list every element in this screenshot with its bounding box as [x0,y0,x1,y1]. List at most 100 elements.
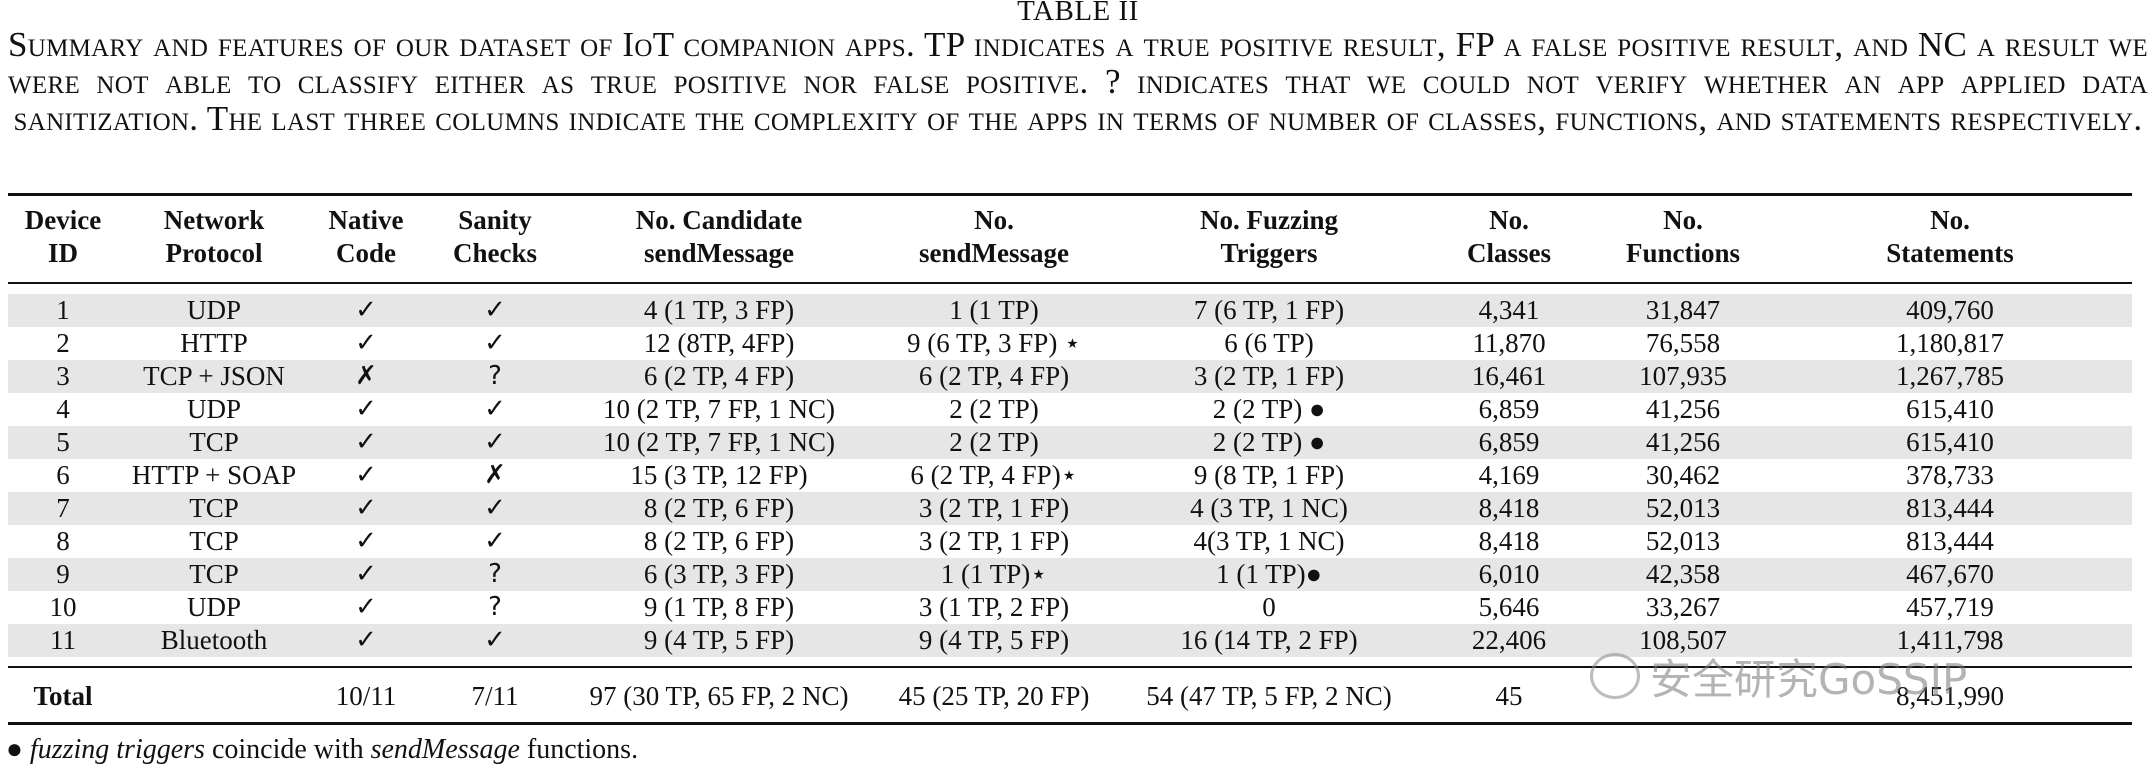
cell-sanity-checks: ✓ [422,426,568,459]
cell-device-id: 6 [56,460,70,490]
cell-candidate: 9 (4 TP, 5 FP) [568,624,870,657]
header-statements: No. Statements [1886,205,2014,268]
cell-triggers: 4 (3 TP, 1 NC) [1118,492,1420,525]
bottom-rule [8,722,2132,725]
cell-triggers: 2 (2 TP) ● [1118,426,1420,459]
table-row: 6 HTTP + SOAP ✓ ✗ 15 (3 TP, 12 FP) 6 (2 TP, 4… [8,459,2132,492]
cell-device-id: 7 [8,492,118,525]
cell-candidate: 6 (3 TP, 3 FP) [568,558,870,591]
cell-classes: 8,418 [1478,526,1540,556]
table-row: 4 UDP ✓ ✓ 10 (2 TP, 7 FP, 1 NC) 2 (2 TP) 2 (2 … [8,393,2132,426]
table-row: 1 UDP ✓ ✓ 4 (1 TP, 3 FP) 1 (1 TP) 7 (6 TP, 1 F… [8,294,2132,327]
table-row: 2 HTTP ✓ ✓ 12 (8TP, 4FP) 9 (6 TP, 3 FP) ⋆ 6 (6… [8,327,2132,360]
cell-native-code: ✓ [355,592,377,622]
cell-native-code: ✓ [355,460,377,490]
cell-sendmessage: 2 (2 TP) [949,394,1039,424]
table-total: Total 10/11 7/11 97 (30 TP, 65 FP, 2 NC)… [8,676,2132,716]
cell-statements: 409,760 [1768,294,2132,327]
total-label: Total [33,681,93,711]
cell-sendmessage: 6 (2 TP, 4 FP) [870,360,1118,393]
cell-protocol: TCP + JSON [118,360,310,393]
cell-native-code: ✓ [355,394,377,424]
cell-functions: 33,267 [1645,592,1721,622]
cell-statements: 615,410 [1768,426,2132,459]
table-row: 9 TCP ✓? 6 (3 TP, 3 FP) 1 (1 TP)⋆ 1 (1 TP)● 6,… [8,558,2132,591]
cell-sendmessage: 2 (2 TP) [870,426,1118,459]
cell-sanity-checks: ✓ [422,624,568,657]
cell-statements: 615,410 [1906,394,1994,424]
cell-device-id: 4 [56,394,70,424]
cell-statements: 467,670 [1768,558,2132,591]
header-device-id: Device ID [24,205,102,268]
header-network-protocol: Network Protocol [163,205,265,268]
cell-candidate: 15 (3 TP, 12 FP) [630,460,808,490]
cell-classes: 6,859 [1478,394,1540,424]
footnote-emphasis-2: sendMessage [370,734,520,765]
cell-native-code: ✓ [310,426,422,459]
cell-native-code: ✓ [355,526,377,556]
footnote-emphasis-1: fuzzing triggers [29,734,205,765]
table-caption: Summary and features of our dataset of I… [8,25,2148,138]
cell-triggers: 4(3 TP, 1 NC) [1193,526,1345,556]
cell-sanity-checks: ✓ [422,294,568,327]
header-fuzzing-triggers: No. Fuzzing Triggers [1200,205,1338,268]
cell-native-code: ✓ [310,558,422,591]
cell-classes: 22,406 [1420,624,1598,657]
cell-sanity-checks: ? [488,592,502,622]
table-row: 11 Bluetooth ✓ ✓ 9 (4 TP, 5 FP) 9 (4 TP, 5 FP… [8,624,2132,657]
top-rule [8,193,2132,196]
table-body: 1 UDP ✓ ✓ 4 (1 TP, 3 FP) 1 (1 TP) 7 (6 TP, 1 F… [8,294,2132,657]
cell-protocol: UDP [186,592,241,622]
total-sanity-checks: 7/11 [471,681,519,711]
cell-sendmessage: 9 (6 TP, 3 FP) ⋆ [907,328,1081,358]
cell-functions: 52,013 [1598,492,1768,525]
cell-classes: 4,169 [1478,460,1540,490]
cell-statements: 1,180,817 [1896,328,2004,358]
footnote-text: coincide with [204,734,371,765]
header-functions: No. Functions [1625,205,1741,268]
cell-sanity-checks: ✗ [484,460,506,490]
cell-sanity-checks: ✓ [484,526,506,556]
header-sanity-checks: Sanity Checks [452,205,537,268]
cell-statements: 457,719 [1906,592,1994,622]
header-candidate-sendmessage: No. Candidate sendMessage [635,205,803,268]
cell-protocol: TCP [118,426,310,459]
cell-classes: 4,341 [1420,294,1598,327]
cell-classes: 6,859 [1420,426,1598,459]
total-statements: 8,451,990 [1896,681,2004,711]
cell-protocol: TCP [118,558,310,591]
total-classes: 45 [1495,681,1523,711]
cell-triggers: 1 (1 TP)● [1118,558,1420,591]
cell-triggers: 16 (14 TP, 2 FP) [1118,624,1420,657]
cell-functions: 52,013 [1645,526,1721,556]
wechat-logo-icon [1590,653,1640,699]
cell-classes: 6,010 [1420,558,1598,591]
cell-sanity-checks: ? [422,558,568,591]
cell-device-id: 8 [56,526,70,556]
cell-device-id: 5 [8,426,118,459]
cell-statements: 1,411,798 [1768,624,2132,657]
header-native-code: Native Code [328,205,404,268]
cell-device-id: 2 [56,328,70,358]
cell-functions: 41,256 [1598,426,1768,459]
cell-sanity-checks: ? [422,360,568,393]
cell-native-code: ✓ [310,492,422,525]
cell-sanity-checks: ✓ [422,492,568,525]
cell-candidate: 9 (1 TP, 8 FP) [643,592,795,622]
cell-classes: 16,461 [1420,360,1598,393]
cell-sendmessage: 1 (1 TP)⋆ [870,558,1118,591]
table-row: 3 TCP + JSON ✗? 6 (2 TP, 4 FP) 6 (2 TP, 4 FP… [8,360,2132,393]
cell-functions: 76,558 [1645,328,1721,358]
cell-sendmessage: 6 (2 TP, 4 FP)⋆ [910,460,1078,490]
cell-candidate: 10 (2 TP, 7 FP, 1 NC) [568,426,870,459]
cell-sanity-checks: ✓ [484,394,506,424]
total-protocol [118,676,310,716]
total-row: Total 10/11 7/11 97 (30 TP, 65 FP, 2 NC)… [8,676,2132,716]
cell-classes: 11,870 [1472,328,1546,358]
cell-protocol: TCP [118,492,310,525]
cell-triggers: 6 (6 TP) [1224,328,1314,358]
header-rule [8,282,2132,284]
table-title: TABLE II [1017,0,1139,27]
cell-triggers: 9 (8 TP, 1 FP) [1193,460,1345,490]
table-row: 10 UDP ✓? 9 (1 TP, 8 FP) 3 (1 TP, 2 FP) 0 5,64… [8,591,2132,624]
